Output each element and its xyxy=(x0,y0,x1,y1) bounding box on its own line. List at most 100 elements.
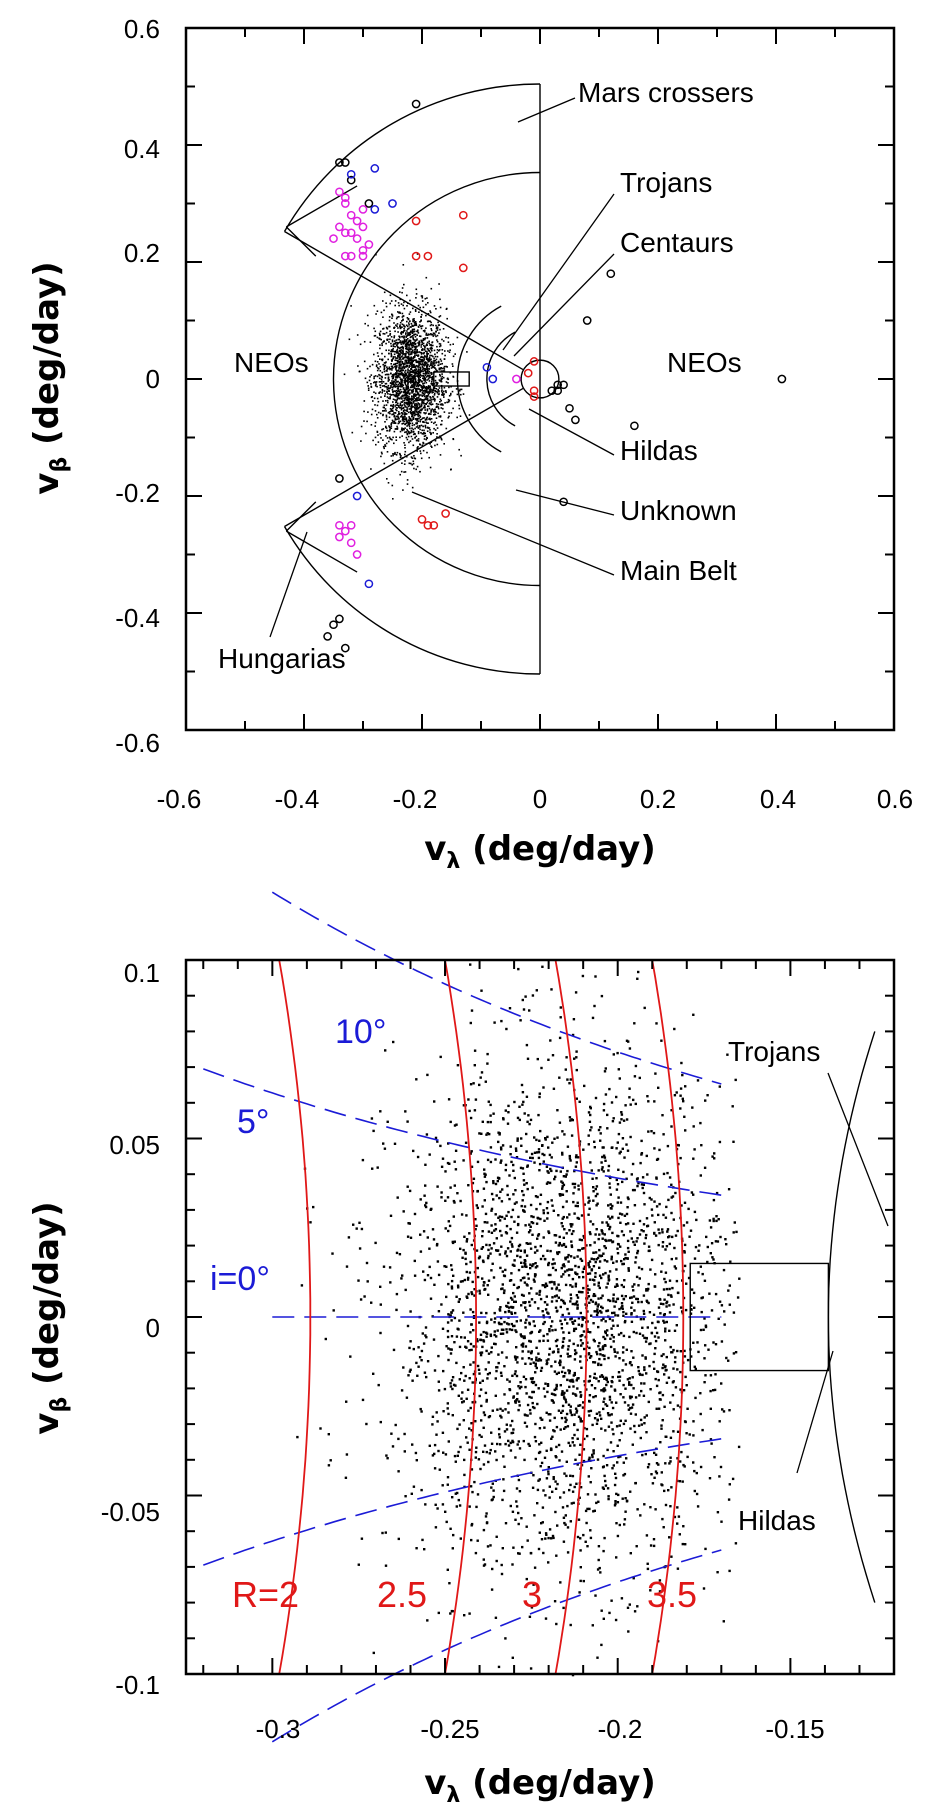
cloud-point xyxy=(424,378,426,381)
cloud-point xyxy=(415,413,418,416)
cloud-point xyxy=(411,422,414,425)
cloud-point xyxy=(561,1187,564,1190)
cloud-point xyxy=(397,383,399,386)
cloud-point xyxy=(408,393,411,395)
cloud-point xyxy=(410,386,413,388)
cloud-point xyxy=(427,385,430,387)
cloud-point xyxy=(380,451,383,454)
cloud-point xyxy=(417,431,420,433)
cloud-point xyxy=(387,482,390,484)
cloud-point xyxy=(395,365,397,368)
cloud-point xyxy=(417,432,420,435)
cloud-point xyxy=(560,1275,563,1278)
cloud-point xyxy=(396,1196,399,1199)
cloud-point xyxy=(416,439,418,441)
cloud-point xyxy=(637,1369,640,1373)
cloud-point xyxy=(591,1453,594,1457)
cloud-point xyxy=(398,335,400,338)
cloud-point xyxy=(604,1484,608,1487)
cloud-point xyxy=(443,393,445,395)
cloud-point xyxy=(401,362,404,365)
cloud-point xyxy=(408,398,410,401)
cloud-point xyxy=(535,1356,538,1359)
cloud-point xyxy=(665,1381,669,1384)
cloud-point xyxy=(425,350,427,352)
cloud-point xyxy=(627,1630,630,1633)
hungaria-cap xyxy=(285,226,317,257)
cloud-point xyxy=(517,1285,520,1289)
cloud-point xyxy=(420,403,423,405)
cloud-point xyxy=(559,1305,562,1309)
cloud-point xyxy=(426,1360,430,1363)
cloud-point xyxy=(489,1334,493,1338)
cloud-point xyxy=(665,1355,668,1359)
cloud-point xyxy=(449,349,451,351)
cloud-point xyxy=(423,367,426,370)
cloud-point xyxy=(395,339,398,341)
cloud-point xyxy=(383,362,386,364)
cloud-point xyxy=(480,1435,483,1438)
cloud-point xyxy=(670,1555,673,1558)
cloud-point xyxy=(566,1216,569,1219)
cloud-point xyxy=(405,338,408,341)
cloud-point xyxy=(522,1301,525,1304)
object-point xyxy=(553,380,563,390)
cloud-point xyxy=(661,1393,665,1397)
cloud-point xyxy=(529,1332,532,1335)
cloud-point xyxy=(620,1213,624,1216)
cloud-point xyxy=(604,1159,607,1162)
cloud-point xyxy=(500,1234,503,1237)
cloud-point xyxy=(449,1186,452,1189)
cloud-point xyxy=(540,1522,543,1525)
cloud-point xyxy=(407,362,409,365)
cloud-point xyxy=(516,1137,519,1140)
cloud-point xyxy=(504,1252,507,1255)
cloud-point xyxy=(547,1231,551,1235)
cloud-point xyxy=(381,382,383,384)
cloud-point xyxy=(578,1453,581,1456)
cloud-point xyxy=(580,1366,583,1369)
cloud-point xyxy=(439,358,442,361)
cloud-point xyxy=(552,1258,555,1261)
cloud-point xyxy=(402,341,404,344)
cloud-point xyxy=(565,1412,569,1416)
cloud-point xyxy=(383,309,385,312)
cloud-point xyxy=(607,1495,610,1498)
cloud-point xyxy=(412,319,414,321)
cloud-point xyxy=(640,1382,643,1385)
cloud-point xyxy=(380,455,382,458)
cloud-point xyxy=(488,1132,491,1136)
cloud-point xyxy=(620,1294,624,1298)
cloud-point xyxy=(415,322,417,325)
cloud-point xyxy=(411,414,414,416)
cloud-point xyxy=(427,427,429,429)
cloud-point xyxy=(536,1265,539,1268)
cloud-point xyxy=(529,1156,532,1159)
cloud-point xyxy=(443,1265,446,1268)
cloud-point xyxy=(475,1249,479,1252)
cloud-point xyxy=(440,1191,443,1194)
cloud-point xyxy=(374,1241,377,1245)
cloud-point xyxy=(573,1169,576,1173)
cloud-point xyxy=(601,1221,604,1224)
cloud-point xyxy=(410,364,413,366)
cloud-point xyxy=(373,377,375,380)
cloud-point xyxy=(411,329,414,332)
cloud-point xyxy=(641,1326,644,1329)
cloud-point xyxy=(513,1300,516,1303)
cloud-point xyxy=(376,1166,379,1169)
cloud-point xyxy=(483,1413,487,1417)
cloud-point xyxy=(420,320,422,322)
cloud-point xyxy=(643,1336,646,1340)
cloud-point xyxy=(579,1549,582,1552)
cloud-point xyxy=(487,1230,491,1233)
cloud-point xyxy=(680,1061,683,1065)
cloud-point xyxy=(553,1295,557,1298)
cloud-point xyxy=(401,380,404,382)
cloud-point xyxy=(634,1261,637,1264)
cloud-point xyxy=(396,407,398,409)
cloud-point xyxy=(490,1588,494,1591)
cloud-point xyxy=(375,383,377,386)
cloud-point xyxy=(665,1300,669,1303)
cloud-point xyxy=(524,1301,527,1304)
